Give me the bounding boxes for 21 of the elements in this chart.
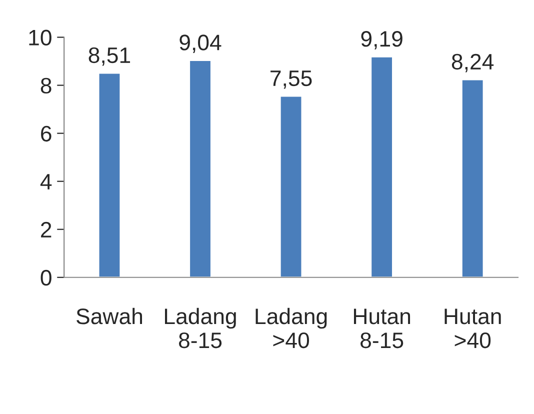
x-tick-label: Sawah: [76, 308, 142, 324]
bar: [461, 78, 484, 278]
bar: [279, 95, 303, 278]
y-tick-label: 2: [41, 222, 52, 238]
x-tick-label: Hutan 8-15: [354, 308, 410, 348]
data-label: 9,04: [180, 34, 222, 53]
y-tick-label: 10: [29, 30, 52, 46]
data-label: 8,51: [88, 47, 130, 66]
data-label: 8,24: [452, 54, 494, 72]
data-label: 7,55: [270, 70, 312, 89]
y-tick-label: 8: [40, 78, 52, 94]
x-tick-label: Ladang >40: [256, 308, 327, 348]
y-tick-label: 6: [41, 126, 52, 142]
bar: [188, 60, 212, 278]
y-tick-label: 4: [40, 174, 52, 190]
data-label: 9,19: [361, 31, 402, 50]
bar: [370, 56, 394, 278]
y-tick-label: 0: [40, 270, 52, 286]
x-tick-label: Hutan >40: [444, 308, 501, 348]
bar: [98, 72, 122, 278]
x-tick-label: Ladang 8-15: [165, 308, 236, 348]
